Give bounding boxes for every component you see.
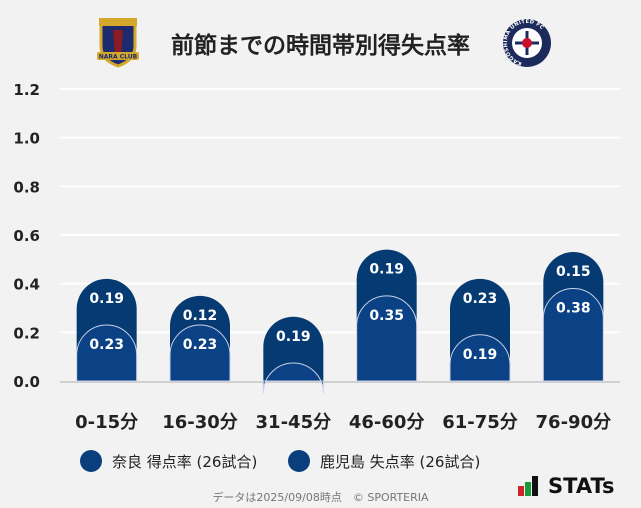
legend-label-kagoshima: 鹿児島 失点率 (26試合) <box>320 452 481 471</box>
data-label-nara: 0.19 <box>463 347 498 363</box>
bar-nara <box>449 334 511 382</box>
data-label-nara: 0.38 <box>556 301 591 317</box>
y-tick-label: 0.0 <box>13 373 40 391</box>
x-tick-label: 16-30分 <box>162 412 238 433</box>
footer-note: データは2025/09/08時点 © SPORTERIA <box>212 491 429 504</box>
x-tick-label: 31-45分 <box>256 412 332 433</box>
bar-kagoshima <box>263 316 324 381</box>
y-tick-label: 0.6 <box>13 227 40 245</box>
stats-brand-text: STATs <box>548 474 615 498</box>
legend-swatch-nara <box>80 450 102 472</box>
y-tick-label: 0.2 <box>13 324 40 342</box>
bar-nara <box>76 324 138 382</box>
data-label-kagoshima: 0.19 <box>369 262 404 278</box>
x-tick-label: 61-75分 <box>442 412 518 433</box>
legend-item-nara: 奈良 得点率 (26試合) <box>80 450 257 472</box>
bar-nara <box>542 288 604 382</box>
x-tick-label: 0-15分 <box>75 412 138 433</box>
nara-logo-text: NARA CLUB <box>99 54 138 61</box>
bar-nara <box>262 362 324 394</box>
chart-plot: 0.0 0.2 0.4 0.6 0.8 1.0 1.2 0.19 0.23 0-15分 0.12 0.… <box>13 81 620 433</box>
data-label-nara: 0.23 <box>183 337 218 353</box>
x-tick-label: 76-90分 <box>536 412 612 433</box>
legend-swatch-kagoshima <box>288 450 310 472</box>
bar-nara <box>169 324 231 382</box>
stats-logo-icon <box>518 476 538 496</box>
data-label-kagoshima: 0.23 <box>463 291 498 307</box>
legend-item-kagoshima: 鹿児島 失点率 (26試合) <box>288 450 480 472</box>
data-label-kagoshima: 0.19 <box>276 329 311 345</box>
y-tick-label: 1.2 <box>13 81 40 99</box>
data-label-nara: 0.23 <box>89 337 124 353</box>
data-label-nara: 0.35 <box>369 308 404 324</box>
y-tick-label: 1.0 <box>13 130 40 148</box>
stats-brand: STATs <box>518 474 615 498</box>
chart-title: 前節までの時間帯別得失点率 <box>171 33 470 59</box>
kagoshima-logo: KAGOSHIMA UNITED FC <box>503 19 551 67</box>
y-tick-label: 0.4 <box>13 276 40 294</box>
nara-logo: NARA CLUB <box>97 18 139 68</box>
legend-label-nara: 奈良 得点率 (26試合) <box>112 452 258 471</box>
y-tick-label: 0.8 <box>13 178 40 196</box>
data-label-kagoshima: 0.15 <box>556 264 591 280</box>
bar-nara <box>356 295 418 382</box>
x-tick-label: 46-60分 <box>349 412 425 433</box>
data-label-kagoshima: 0.19 <box>89 291 124 307</box>
data-label-kagoshima: 0.12 <box>183 308 218 324</box>
